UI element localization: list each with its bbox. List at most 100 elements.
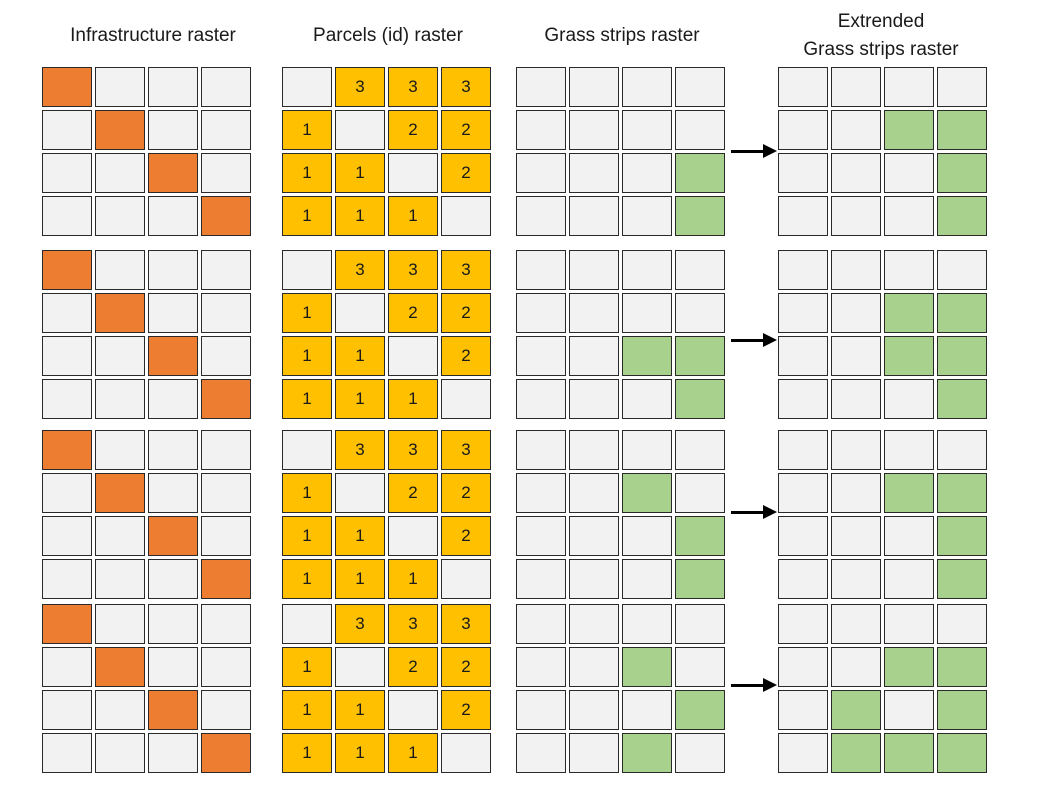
parcel-cell: 1 [388, 379, 438, 419]
infrastructure-cell [201, 196, 251, 236]
extended-grass-cell [831, 604, 881, 644]
parcel-cell: 1 [388, 196, 438, 236]
infrastructure-cell [201, 250, 251, 290]
parcel-cell: 1 [282, 559, 332, 599]
grass-cell [569, 430, 619, 470]
parcel-cell: 1 [388, 559, 438, 599]
infrastructure-cell [42, 196, 92, 236]
infrastructure-cell [95, 430, 145, 470]
infrastructure-cell [95, 516, 145, 556]
parcel-cell: 1 [282, 379, 332, 419]
extended-grass-cell [884, 604, 934, 644]
extended-grass-cell [884, 430, 934, 470]
parcel-cell: 3 [441, 250, 491, 290]
parcel-cell: 1 [335, 733, 385, 773]
parcel-cell: 3 [388, 67, 438, 107]
parcel-cell [388, 690, 438, 730]
extended-grass-cell [884, 67, 934, 107]
infrastructure-cell [42, 559, 92, 599]
extended-grass-cell [884, 153, 934, 193]
infrastructure-cell [42, 604, 92, 644]
parcel-cell: 1 [335, 690, 385, 730]
grass-cell [516, 250, 566, 290]
infrastructure-cell [148, 559, 198, 599]
grass-cell [675, 430, 725, 470]
extended-grass-cell [831, 153, 881, 193]
extended-grass-cell [778, 196, 828, 236]
grass-cell [675, 110, 725, 150]
grass-cell [516, 379, 566, 419]
grass-cell [569, 250, 619, 290]
infrastructure-cell [201, 336, 251, 376]
infrastructure-cell [42, 516, 92, 556]
parcel-cell [335, 473, 385, 513]
parcel-cell: 3 [335, 67, 385, 107]
extended-grass-cell [778, 293, 828, 333]
extended-grass-cell [831, 67, 881, 107]
title-extended-line1: Extrended [837, 11, 925, 32]
parcel-cell [335, 293, 385, 333]
grass-cell [622, 336, 672, 376]
extended-grass-cell [831, 196, 881, 236]
grass-cell [569, 559, 619, 599]
extended-grass-cell [884, 196, 934, 236]
parcel-cell: 1 [335, 336, 385, 376]
arrow-shaft [731, 150, 765, 153]
infrastructure-cell [95, 604, 145, 644]
grass-cell [675, 516, 725, 556]
parcel-cell: 1 [282, 110, 332, 150]
infrastructure-cell [42, 379, 92, 419]
extended-grass-cell [831, 293, 881, 333]
parcel-cell [282, 604, 332, 644]
extended-grass-cell [937, 293, 987, 333]
extended-grass-cell [778, 250, 828, 290]
grass-cell [516, 293, 566, 333]
arrow-head [763, 333, 777, 347]
parcel-cell: 1 [335, 196, 385, 236]
parcel-cell: 2 [388, 647, 438, 687]
infrastructure-cell [201, 293, 251, 333]
grass-cell [516, 153, 566, 193]
infrastructure-cell [148, 604, 198, 644]
grass-cell [569, 473, 619, 513]
infrastructure-cell [148, 67, 198, 107]
extended-grass-cell [778, 110, 828, 150]
grass-cell [675, 293, 725, 333]
parcel-cell: 1 [282, 647, 332, 687]
title-parcels: Parcels (id) raster [313, 25, 463, 46]
infrastructure-cell [95, 379, 145, 419]
grass-cell [516, 604, 566, 644]
infrastructure-cell [148, 473, 198, 513]
title-infrastructure: Infrastructure raster [70, 25, 236, 46]
title-grass: Grass strips raster [544, 25, 700, 46]
grass-cell [675, 196, 725, 236]
infrastructure-cell [42, 336, 92, 376]
extended-grass-cell [937, 430, 987, 470]
infrastructure-cell [148, 196, 198, 236]
grass-cell [675, 250, 725, 290]
extended-grass-cell [884, 516, 934, 556]
grass-cell [569, 604, 619, 644]
infrastructure-cell [201, 647, 251, 687]
grass-cell [622, 473, 672, 513]
infrastructure-cell [42, 67, 92, 107]
infrastructure-cell [95, 647, 145, 687]
arrow-shaft [731, 511, 765, 514]
parcel-cell [282, 67, 332, 107]
extended-grass-cell [937, 153, 987, 193]
parcel-cell: 1 [335, 379, 385, 419]
grass-cell [516, 430, 566, 470]
parcel-cell: 3 [335, 430, 385, 470]
infrastructure-cell [201, 67, 251, 107]
arrow-head [763, 678, 777, 692]
parcel-cell: 1 [282, 293, 332, 333]
extended-grass-cell [831, 647, 881, 687]
grass-cell [569, 516, 619, 556]
parcel-cell: 2 [388, 293, 438, 333]
extended-grass-cell [884, 559, 934, 599]
infrastructure-cell [201, 559, 251, 599]
parcel-cell: 1 [388, 733, 438, 773]
extended-grass-cell [937, 647, 987, 687]
infrastructure-cell [42, 430, 92, 470]
infrastructure-cell [42, 110, 92, 150]
